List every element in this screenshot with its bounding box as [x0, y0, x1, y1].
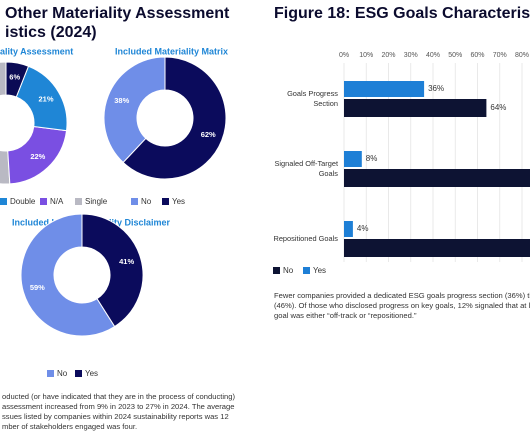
- donut-segment: [103, 56, 166, 164]
- x-tick-label: 10%: [359, 52, 373, 59]
- data-label: 4%: [357, 224, 369, 233]
- data-label: 36%: [428, 84, 444, 93]
- legend-label: Single: [85, 197, 108, 206]
- note-line: mber of stakeholders engaged was four.: [2, 422, 137, 431]
- chart-title: ality Assessment: [0, 46, 73, 56]
- data-label: 21%: [39, 94, 54, 103]
- legend-label: No: [141, 197, 152, 206]
- note-line: assessment increased from 9% in 2023 to …: [2, 402, 234, 411]
- data-label: 22%: [30, 152, 45, 161]
- legend-swatch: [162, 198, 169, 205]
- bar: [344, 99, 487, 117]
- x-tick-label: 50%: [448, 52, 462, 59]
- data-label: 62%: [201, 130, 216, 139]
- donut-segment: [81, 213, 144, 328]
- legend-swatch: [75, 198, 82, 205]
- legend-swatch: [131, 198, 138, 205]
- chart-title: Included Materiality Matrix: [115, 46, 228, 56]
- note-line: (46%). Of those who disclosed progress o…: [274, 301, 530, 310]
- note-line: Fewer companies provided a dedicated ESG…: [274, 291, 530, 300]
- donut-segment: [20, 213, 116, 337]
- data-label: 8%: [366, 154, 378, 163]
- legend-swatch: [303, 267, 310, 274]
- x-tick-label: 60%: [470, 52, 484, 59]
- x-tick-label: 70%: [493, 52, 507, 59]
- bar: [344, 221, 353, 237]
- left-title: Other Materiality Assessment: [5, 5, 230, 22]
- legend-label: N/A: [50, 197, 64, 206]
- x-tick-label: 30%: [404, 52, 418, 59]
- legend-label: Yes: [172, 197, 185, 206]
- legend-swatch: [40, 198, 47, 205]
- bar: [344, 169, 530, 187]
- x-tick-label: 40%: [426, 52, 440, 59]
- legend-swatch: [273, 267, 280, 274]
- legend-label: No: [57, 369, 68, 378]
- data-label: 38%: [114, 96, 129, 105]
- note-line: goal was either “off-track or “repositio…: [274, 311, 417, 320]
- legend-label: Yes: [85, 369, 98, 378]
- donut-segment: [0, 61, 11, 185]
- legend-swatch: [0, 198, 7, 205]
- legend-swatch: [75, 370, 82, 377]
- legend-label: No: [283, 266, 294, 275]
- data-label: 59%: [30, 283, 45, 292]
- data-label: 6%: [9, 72, 20, 81]
- category-label: Goals Progress Section: [287, 89, 338, 108]
- category-label: Signaled Off-Target Goals: [274, 159, 338, 178]
- data-label: 64%: [490, 103, 506, 112]
- note-line: oducted (or have indicated that they are…: [2, 392, 235, 401]
- donut-segment: [122, 56, 227, 180]
- bar: [344, 151, 362, 167]
- legend-swatch: [47, 370, 54, 377]
- x-tick-label: 20%: [381, 52, 395, 59]
- legend-label: Double: [10, 197, 36, 206]
- data-label: 41%: [119, 257, 134, 266]
- bar: [344, 81, 425, 97]
- category-label: Repositioned Goals: [273, 234, 338, 243]
- x-tick-label: 0%: [339, 52, 349, 59]
- right-title: Figure 18: ESG Goals Characteristics: [274, 5, 530, 22]
- note-line: ssues listed by companies within 2024 su…: [2, 412, 229, 421]
- left-title: istics (2024): [5, 24, 97, 41]
- legend-label: Yes: [313, 266, 326, 275]
- donut-segment: [5, 61, 30, 98]
- bar: [344, 239, 530, 257]
- x-tick-label: 80%: [515, 52, 529, 59]
